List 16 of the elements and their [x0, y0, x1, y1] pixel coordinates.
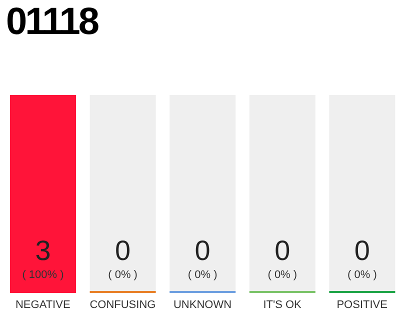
x-tick-label: POSITIVE	[336, 298, 388, 311]
data-label: 0	[194, 235, 210, 266]
data-label: 3	[35, 235, 51, 266]
data-label: 0	[274, 235, 290, 266]
x-tick-label: CONFUSING	[90, 298, 156, 311]
chart-title: 01118	[6, 0, 98, 44]
annotation: ( 0% )	[268, 269, 298, 281]
x-tick-label: IT'S OK	[263, 298, 302, 311]
annotation: ( 0% )	[348, 269, 377, 281]
x-tick-label: UNKNOWN	[173, 298, 232, 311]
data-label: 0	[115, 235, 131, 266]
x-tick-label: NEGATIVE	[15, 298, 70, 311]
annotation: ( 100% )	[22, 269, 64, 281]
data-label: 0	[354, 235, 370, 266]
annotation: ( 0% )	[188, 269, 218, 281]
annotation: ( 0% )	[108, 269, 138, 281]
